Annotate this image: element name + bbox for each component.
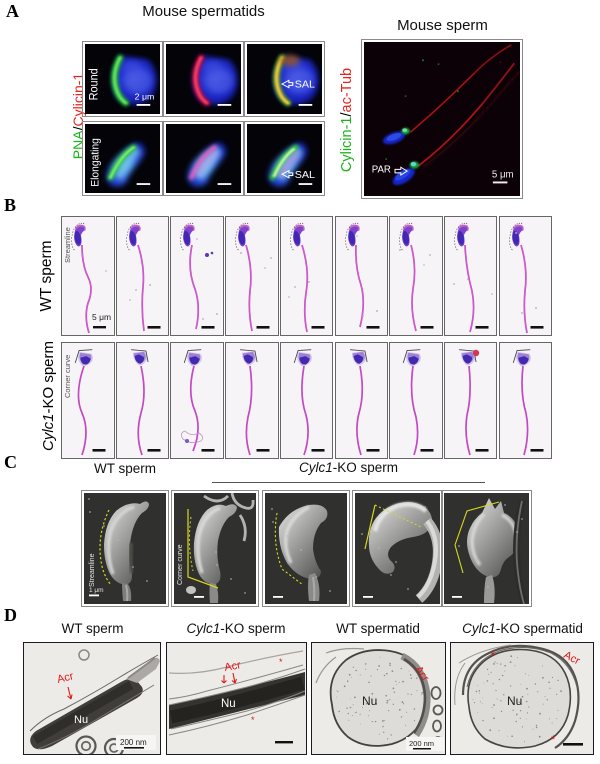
svg-text:5 μm: 5 μm (492, 170, 514, 181)
svg-text:Nu: Nu (221, 698, 236, 710)
svg-text:*: * (491, 650, 496, 662)
svg-text:Corner curve: Corner curve (177, 544, 184, 585)
svg-text:Nu: Nu (74, 714, 88, 726)
svg-text:SAL: SAL (295, 170, 316, 181)
svg-text:*: * (279, 657, 283, 667)
svg-text:200 nm: 200 nm (120, 738, 147, 747)
svg-text:SAL: SAL (295, 80, 315, 91)
svg-text:5 μm: 5 μm (92, 312, 111, 322)
svg-text:PAR: PAR (372, 165, 391, 176)
svg-text:Round: Round (88, 68, 100, 100)
svg-text:200 nm: 200 nm (409, 739, 434, 748)
svg-text:Nu: Nu (362, 694, 377, 708)
svg-text:1 μm: 1 μm (89, 587, 104, 594)
svg-text:Acr: Acr (56, 670, 75, 686)
svg-text:*: * (251, 715, 255, 725)
svg-text:Acr: Acr (223, 659, 242, 674)
svg-text:*: * (551, 734, 556, 746)
svg-text:Nu: Nu (507, 694, 522, 708)
svg-text:Corner curve: Corner curve (63, 355, 72, 398)
svg-text:Streamline: Streamline (63, 227, 72, 263)
svg-text:Elongating: Elongating (89, 138, 101, 187)
svg-text:2 μm: 2 μm (135, 92, 155, 102)
svg-text:Streamline: Streamline (89, 553, 96, 587)
